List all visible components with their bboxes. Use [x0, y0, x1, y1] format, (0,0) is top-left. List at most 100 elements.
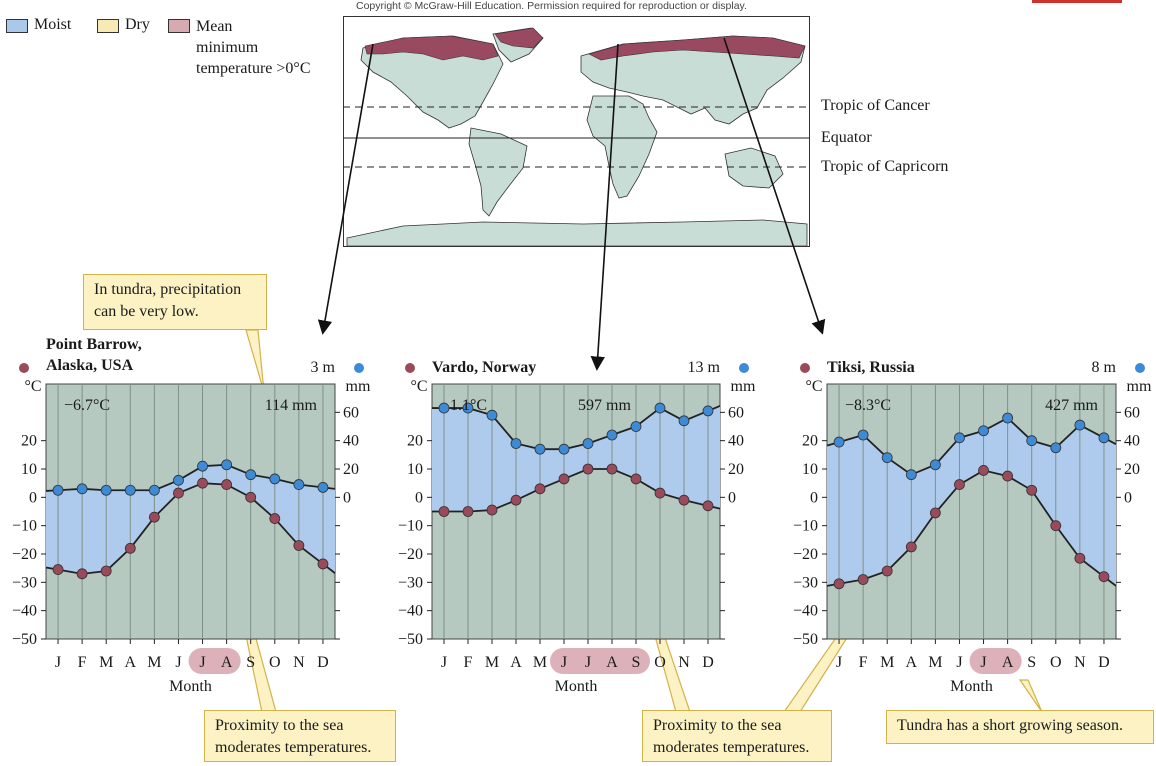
- precipitation-tick-label: 60: [343, 404, 359, 421]
- month-tick-label: J: [956, 654, 962, 671]
- temperature-point: [173, 487, 184, 499]
- precipitation-unit-label: mm: [731, 378, 756, 395]
- temperature-point: [857, 574, 869, 585]
- temperature-tick-label: 0: [810, 489, 818, 506]
- month-tick-label: A: [1002, 654, 1014, 671]
- temperature-unit-label: °C: [410, 378, 427, 395]
- precipitation-point: [269, 473, 281, 485]
- growing-season-highlight: [550, 648, 650, 674]
- temperature-tick-label: −20: [793, 546, 818, 563]
- precipitation-point: [148, 484, 160, 496]
- climate-chart-point-barrow: Point Barrow, Alaska, USA 3 m °C mm 20 10 0 −10 −…: [12, 336, 371, 695]
- precipitation-point: [558, 443, 570, 455]
- month-tick-label: D: [702, 654, 714, 671]
- month-tick-label: A: [221, 654, 233, 671]
- temperature-point: [905, 541, 917, 553]
- temperature-point: [1026, 484, 1038, 496]
- precipitation-tick-label: 20: [728, 461, 744, 478]
- temperature-point: [833, 578, 845, 590]
- month-tick-label: D: [1098, 654, 1110, 671]
- sea-proximity-callout-1: Proximity to the sea moderates temperatu…: [204, 710, 396, 762]
- temperature-tick-label: −50: [398, 631, 423, 648]
- temperature-point: [100, 565, 112, 577]
- precipitation-point: [1074, 419, 1086, 431]
- precipitation-point: [678, 415, 690, 427]
- precipitation-point: [293, 479, 305, 490]
- temperature-tick-label: −40: [12, 603, 37, 620]
- temperature-tick-label: 10: [802, 461, 818, 478]
- temperature-point: [654, 487, 666, 499]
- month-tick-label: J: [561, 654, 567, 671]
- month-tick-label: S: [1027, 654, 1036, 671]
- month-tick-label: S: [246, 654, 255, 671]
- station-name: Tiksi, Russia: [827, 359, 915, 376]
- mean-temperature-label: 1.1°C: [450, 397, 487, 414]
- precipitation-point: [486, 409, 498, 421]
- station-name: Alaska, USA: [46, 357, 134, 374]
- temperature-tick-label: 10: [21, 461, 37, 478]
- precipitation-point: [173, 474, 184, 486]
- legend-mean-min: Mean minimum temperature >0°C: [168, 16, 311, 79]
- temperature-tick-label: −50: [12, 631, 37, 648]
- month-tick-label: M: [485, 654, 499, 671]
- precipitation-point: [1098, 432, 1110, 444]
- dry-swatch: [97, 19, 119, 33]
- annual-precipitation-label: 114 mm: [265, 397, 318, 414]
- mean-min-swatch: [168, 19, 190, 33]
- temperature-point: [582, 463, 594, 475]
- temperature-marker-icon: [19, 363, 29, 373]
- legend-mean-line-2: minimum: [196, 39, 259, 56]
- sea-proximity-callout-2: Proximity to the sea moderates temperatu…: [642, 710, 832, 762]
- temperature-point: [317, 558, 329, 570]
- temperature-point: [558, 473, 570, 485]
- moist-swatch: [6, 19, 28, 33]
- climate-chart-tiksi: Tiksi, Russia 8 m °C mm 20 10 0 −10 −20 −30 −40 −50…: [793, 359, 1152, 695]
- temperature-tick-label: 10: [407, 461, 423, 478]
- month-tick-label: M: [99, 654, 113, 671]
- month-tick-label: M: [880, 654, 894, 671]
- precipitation-point: [197, 460, 208, 472]
- x-axis-label: Month: [950, 678, 993, 695]
- temperature-tick-label: −10: [398, 518, 423, 535]
- month-tick-label: N: [678, 654, 690, 671]
- equator-label: Equator: [821, 129, 872, 146]
- growing-season-callout: Tundra has a short growing season.: [886, 710, 1154, 744]
- temperature-tick-label: 20: [21, 433, 37, 450]
- tropic-of-cancer-label: Tropic of Cancer: [821, 97, 930, 114]
- temperature-tick-label: −50: [793, 631, 818, 648]
- precipitation-point: [221, 459, 233, 471]
- month-tick-label: M: [928, 654, 942, 671]
- precipitation-point: [124, 484, 136, 496]
- tundra-greenland: [494, 27, 544, 49]
- temperature-point: [148, 511, 160, 523]
- precipitation-point: [881, 452, 893, 464]
- precipitation-point: [510, 438, 522, 449]
- temperature-tick-label: −30: [12, 574, 37, 591]
- precipitation-point: [582, 438, 594, 449]
- precipitation-point: [654, 402, 666, 414]
- temperature-point: [124, 542, 136, 554]
- precipitation-point: [100, 484, 112, 496]
- month-tick-label: J: [175, 654, 181, 671]
- temperature-point: [954, 479, 965, 490]
- precipitation-marker-icon: [1135, 363, 1145, 373]
- legend-moist-label: Moist: [34, 16, 72, 33]
- precipitation-point: [978, 425, 989, 437]
- precipitation-point: [76, 483, 88, 495]
- month-tick-label: J: [836, 654, 842, 671]
- temperature-tick-label: 20: [802, 433, 818, 450]
- precipitation-point: [462, 402, 474, 414]
- month-tick-label: J: [585, 654, 591, 671]
- growing-season-highlight: [188, 648, 241, 674]
- temperature-unit-label: °C: [805, 378, 822, 395]
- climate-chart-vardo: Vardo, Norway 13 m °C mm 20 10 0 −10 −20 −30 −40 −5…: [398, 359, 756, 695]
- temperature-point: [534, 483, 546, 495]
- moist-period-fill: [46, 464, 335, 574]
- growing-season-highlight: [969, 648, 1022, 674]
- mean-temperature-label: −8.3°C: [845, 397, 891, 414]
- annual-precipitation-label: 597 mm: [578, 397, 631, 414]
- temperature-tick-label: −20: [398, 546, 423, 563]
- precipitation-tick-label: 0: [1124, 489, 1132, 506]
- temperature-point: [438, 506, 450, 517]
- precipitation-point: [52, 484, 64, 496]
